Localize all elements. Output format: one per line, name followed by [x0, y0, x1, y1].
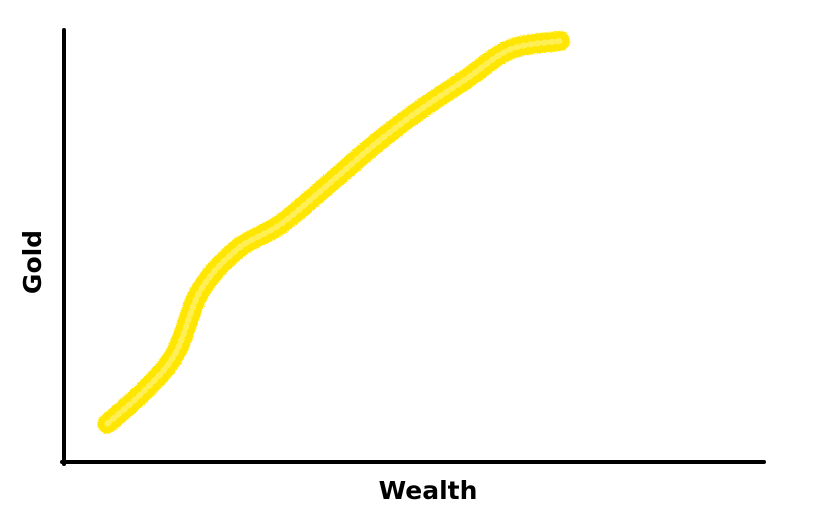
series-line-0 — [97, 31, 570, 434]
x-axis-label: Wealth — [379, 476, 478, 505]
series-line-texture-0 — [104, 38, 563, 427]
series-layer — [97, 31, 570, 434]
y-axis-label: Gold — [18, 230, 47, 294]
